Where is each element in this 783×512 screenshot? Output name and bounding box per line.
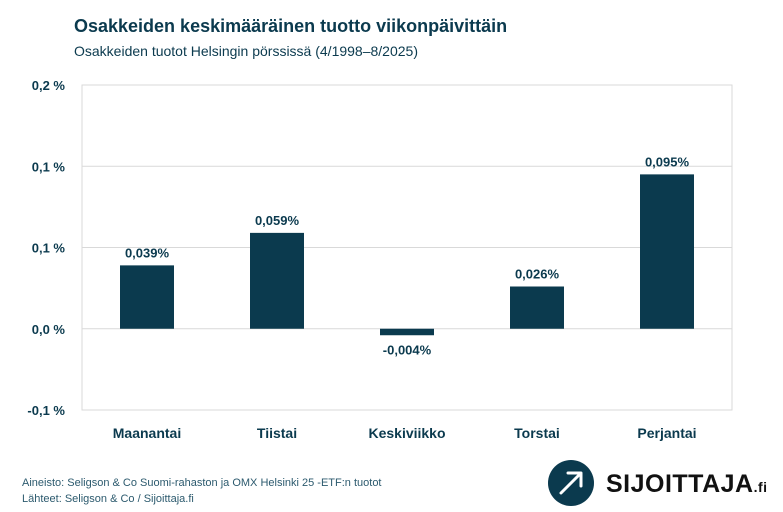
bar-keskiviikko	[380, 328, 434, 336]
data-label: 0,095%	[645, 154, 690, 169]
x-tick-label: Torstai	[514, 425, 560, 441]
x-tick-label: Perjantai	[637, 425, 696, 441]
bar-maanantai	[120, 265, 174, 329]
arrow-up-right-icon	[548, 460, 594, 506]
chart-subtitle: Osakkeiden tuotot Helsingin pörssissä (4…	[74, 43, 418, 59]
y-tick-label: 0,1 %	[32, 241, 66, 256]
y-tick-label: 0,1 %	[32, 159, 66, 174]
bar-torstai	[510, 286, 564, 329]
data-label: 0,039%	[125, 245, 170, 260]
data-source-note: Aineisto: Seligson & Co Suomi-rahaston j…	[22, 477, 382, 489]
logo-wordmark: SIJOITTAJA.fi	[606, 470, 768, 499]
logo-suffix: .fi	[753, 479, 768, 495]
x-tick-label: Keskiviikko	[368, 425, 445, 441]
sijoittaja-logo: SIJOITTAJA.fi	[548, 458, 778, 510]
bar-perjantai	[640, 174, 694, 329]
data-label: 0,059%	[255, 213, 300, 228]
bar-tiistai	[250, 232, 304, 329]
x-tick-label: Tiistai	[257, 425, 297, 441]
chart-title: Osakkeiden keskimääräinen tuotto viikonp…	[74, 16, 508, 36]
data-label: 0,026%	[515, 267, 560, 282]
logo-text: SIJOITTAJA	[606, 470, 754, 498]
y-tick-label: 0,2 %	[32, 78, 66, 93]
sources-note: Lähteet: Seligson & Co / Sijoittaja.fi	[22, 493, 194, 505]
y-tick-label: 0,0 %	[32, 322, 66, 337]
x-tick-label: Maanantai	[113, 425, 181, 441]
data-label: -0,004%	[383, 342, 432, 357]
y-tick-label: -0,1 %	[27, 403, 65, 418]
